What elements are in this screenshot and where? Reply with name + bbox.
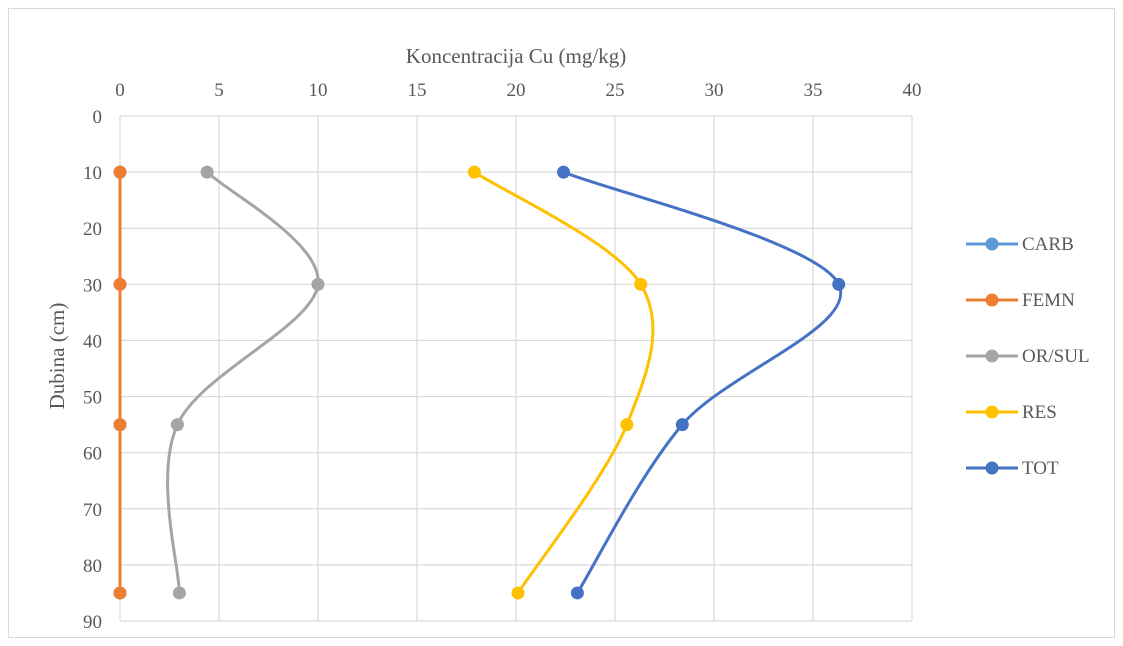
series-tot — [557, 165, 846, 600]
data-point-or-sul — [200, 165, 214, 179]
x-tick-label: 15 — [408, 80, 427, 101]
legend-label: TOT — [1022, 458, 1059, 479]
legend-item-femn: FEMN — [966, 290, 1075, 311]
y-tick-label: 60 — [83, 444, 102, 465]
x-tick-label: 35 — [804, 80, 823, 101]
legend-label: FEMN — [1022, 290, 1075, 311]
y-tick-label: 50 — [83, 388, 102, 409]
legend-swatch-marker — [985, 349, 999, 363]
series-or-sul — [166, 165, 325, 600]
series — [113, 165, 846, 600]
x-tick-label: 10 — [309, 80, 328, 101]
legend-item-res: RES — [966, 402, 1057, 423]
legend-label: OR/SUL — [1022, 346, 1090, 367]
legend-label: RES — [1022, 402, 1057, 423]
tick-labels: 0 5 10 15 20 25 30 35 40 0 10 20 30 40 50 60 70 80 90 — [83, 80, 922, 633]
y-tick-label: 70 — [83, 500, 102, 521]
y-tick-label: 0 — [93, 107, 103, 128]
series-line-res — [472, 170, 655, 595]
data-point-tot — [557, 165, 571, 179]
legend-swatch-marker — [985, 293, 999, 307]
series-res — [467, 165, 655, 600]
data-point-res — [634, 277, 648, 291]
legend-swatch-marker — [985, 461, 999, 475]
legend-swatch-marker — [985, 405, 999, 419]
data-point-femn — [113, 418, 127, 432]
legend-item-carb: CARB — [966, 234, 1074, 255]
data-point-or-sul — [170, 418, 184, 432]
legend-item-or-sul: OR/SUL — [966, 346, 1090, 367]
data-point-tot — [570, 586, 584, 600]
x-axis-title: Koncentracija Cu (mg/kg) — [406, 44, 626, 68]
y-tick-label: 90 — [83, 612, 102, 633]
data-point-res — [620, 418, 634, 432]
data-point-femn — [113, 277, 127, 291]
series-femn — [113, 165, 127, 600]
y-tick-label: 80 — [83, 556, 102, 577]
y-tick-label: 40 — [83, 331, 102, 352]
data-point-res — [467, 165, 481, 179]
y-tick-label: 20 — [83, 219, 102, 240]
legend-label: CARB — [1022, 234, 1074, 255]
x-tick-label: 25 — [606, 80, 625, 101]
legend: CARB FEMN OR/SUL RES TOT — [966, 234, 1090, 479]
series-line-or-sul — [166, 170, 320, 595]
x-tick-label: 30 — [705, 80, 724, 101]
legend-swatch-marker — [985, 237, 999, 251]
series-line-tot — [562, 170, 843, 595]
y-tick-label: 10 — [83, 163, 102, 184]
data-point-or-sul — [311, 277, 325, 291]
y-tick-label: 30 — [83, 275, 102, 296]
data-point-tot — [832, 277, 846, 291]
x-tick-label: 0 — [115, 80, 125, 101]
data-point-or-sul — [172, 586, 186, 600]
x-tick-label: 40 — [903, 80, 922, 101]
x-tick-label: 20 — [507, 80, 526, 101]
x-tick-label: 5 — [214, 80, 224, 101]
data-point-femn — [113, 586, 127, 600]
data-point-res — [511, 586, 525, 600]
legend-item-tot: TOT — [966, 458, 1059, 479]
data-point-femn — [113, 165, 127, 179]
data-point-tot — [675, 418, 689, 432]
y-axis-title: Dubina (cm) — [45, 303, 69, 410]
